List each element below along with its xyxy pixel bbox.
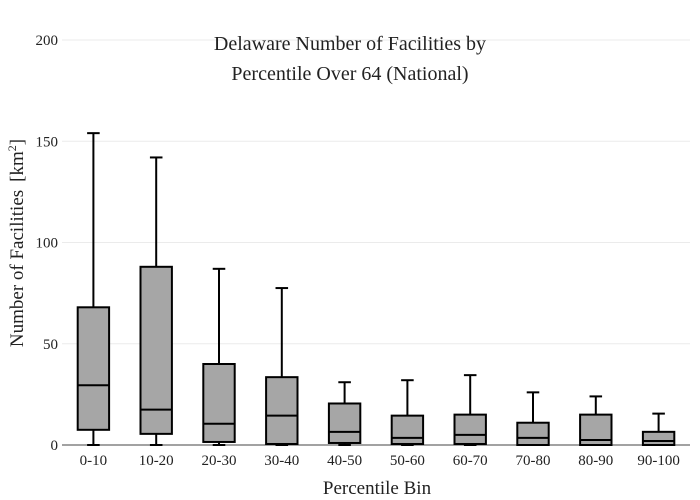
iqr-box [641,430,676,446]
y-tick-labels: 0 50 100 150 200 [36,33,59,454]
box-80-90 [579,395,613,446]
iqr-box [453,413,487,445]
x-tick-label: 0-10 [80,453,108,469]
box-0-10 [76,132,111,446]
chart-title-line-2: Percentile Over 64 (National) [231,63,468,85]
box-60-70 [453,374,487,446]
y-tick-label: 200 [36,33,59,49]
x-tick-labels: 0-10 10-20 20-30 30-40 40-50 50-60 60-70 70-80 8… [80,453,680,469]
box-50-60 [390,379,425,446]
y-axis-title: Number of Facilities [km2] [5,139,28,347]
x-tick-label: 10-20 [139,453,174,469]
boxes [76,132,676,447]
x-axis-title: Percentile Bin [323,478,432,499]
x-tick-label: 60-70 [453,453,488,469]
y-tick-label: 50 [43,337,58,353]
iqr-box [390,414,425,445]
box-70-80 [516,391,550,447]
y-axis-unit-base: [km [7,151,28,182]
x-tick-label: 50-60 [390,453,425,469]
y-tick-label: 150 [36,134,59,150]
x-tick-label: 40-50 [327,453,362,469]
x-tick-label: 20-30 [202,453,237,469]
x-tick-label: 30-40 [264,453,299,469]
y-axis-title-text: Number of Facilities [7,190,28,347]
box-20-30 [202,267,236,446]
y-tick-label: 0 [51,438,59,454]
x-tick-label: 70-80 [516,453,551,469]
box-10-20 [139,156,173,446]
iqr-box [202,363,236,443]
iqr-box [265,376,299,445]
y-tick-label: 100 [36,236,59,252]
x-tick-label: 80-90 [578,453,613,469]
iqr-box [76,306,111,431]
iqr-box [516,421,550,447]
iqr-box [327,402,362,444]
box-30-40 [265,287,299,446]
y-axis-unit-close: ] [7,139,28,145]
box-40-50 [327,381,362,446]
iqr-box [139,265,173,435]
chart-title-line-1: Delaware Number of Facilities by [214,33,486,55]
y-axis-unit-superscript: 2 [5,145,19,151]
x-tick-label: 90-100 [637,453,680,469]
box-90-100 [641,412,676,446]
